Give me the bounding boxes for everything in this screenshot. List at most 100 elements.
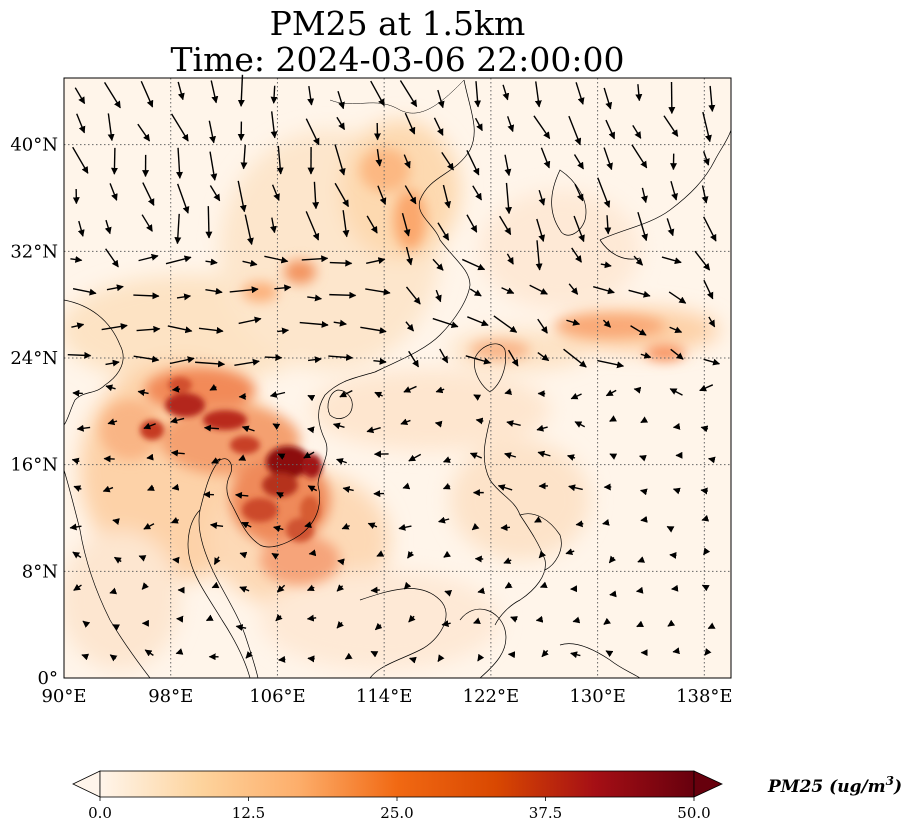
wind-arrow [575,82,585,105]
colorbar-label-name: PM25 (ug/m [767,777,886,797]
wind-arrow [109,654,118,662]
wind-arrow [667,619,676,627]
wind-arrow [432,258,444,271]
wind-arrow [240,144,248,170]
wind-arrow [264,354,283,362]
wind-arrow [237,74,245,107]
philippines-coast [483,419,562,626]
wind-arrow [72,288,97,296]
wind-arrow [404,112,416,135]
wind-arrow [461,258,486,271]
wind-arrow [704,648,712,656]
wind-arrow [605,650,614,658]
wind-arrow [708,85,716,113]
wind-arrow [235,491,249,499]
wind-arrow [170,517,179,524]
sumatra-coast [64,469,151,678]
x-tick-label: 90°E [41,686,86,707]
wind-arrow [337,558,345,566]
wind-arrow [702,151,710,166]
korea-coast [551,169,587,236]
wind-arrow [137,123,151,142]
x-tick-label: 138°E [676,686,733,707]
wind-arrow [174,213,182,245]
wind-arrow [707,622,716,630]
wind-arrow [235,624,247,631]
wind-arrow [276,491,284,499]
wind-arrow [109,587,118,595]
wind-arrow [506,116,515,133]
wind-arrow [471,523,480,531]
wind-arrow [307,485,318,493]
wind-arrow [333,319,347,327]
wind-arrow [609,590,617,598]
colorbar-extend-high [693,770,723,798]
wind-arrow [609,453,618,460]
wind-arrow [502,84,510,101]
wind-arrow [366,426,381,434]
wind-arrow [670,348,684,360]
wind-arrow [568,115,582,146]
wind-arrow [439,348,449,364]
wind-arrow [640,488,648,496]
wind-arrow [401,213,411,237]
wind-arrow [146,453,154,461]
wind-arrow [632,124,642,139]
wind-arrow [563,348,587,368]
wind-arrow [540,147,551,169]
wind-arrow [241,425,255,433]
wind-arrow [534,81,542,108]
wind-arrow [700,487,708,495]
wind-arrow [299,320,329,328]
wind-vectors [67,74,721,664]
wind-arrow [539,581,548,589]
wind-arrow [271,552,280,560]
wind-arrow [239,551,248,559]
wind-arrow [264,255,289,264]
wind-arrow [328,353,354,361]
wind-arrow [672,487,681,495]
wind-arrow [604,215,612,235]
wind-arrow [497,484,513,491]
wind-arrow [307,85,315,106]
wind-arrow [708,456,716,464]
wind-arrow [571,247,582,263]
wind-arrow [504,581,513,589]
wind-arrow [537,351,550,362]
wind-arrow [441,620,451,628]
wind-arrow [366,215,378,234]
wind-arrow [205,206,213,239]
wind-arrow [661,256,682,265]
wind-arrow [668,291,687,304]
wind-arrow [405,246,413,266]
wind-arrow [74,87,86,105]
wind-arrow [277,453,286,460]
wind-arrow [570,392,582,400]
wind-arrow [329,291,357,299]
wind-arrow [138,555,147,562]
wind-arrow [408,614,416,623]
wind-arrow [238,316,262,325]
wind-arrow [209,522,224,529]
wind-arrow [593,285,615,295]
wind-arrow [565,548,575,556]
wind-arrow [198,326,224,334]
wind-arrow [104,219,112,235]
wind-arrow [229,286,259,294]
wind-arrow [597,177,611,208]
colorbar-label-exponent: 3 [886,774,894,788]
wind-arrow [399,80,418,108]
wind-arrow [666,218,675,237]
wind-arrow [245,651,253,659]
wind-arrow [112,518,120,525]
wind-arrow [336,584,345,592]
wind-arrow [107,113,115,142]
wind-arrow [238,454,247,461]
wind-arrow [475,417,484,425]
wind-arrow [275,613,283,622]
wind-arrow [603,147,613,171]
wind-arrow [602,319,612,328]
wind-arrow [73,485,82,492]
x-tick-label: 98°E [148,686,193,707]
